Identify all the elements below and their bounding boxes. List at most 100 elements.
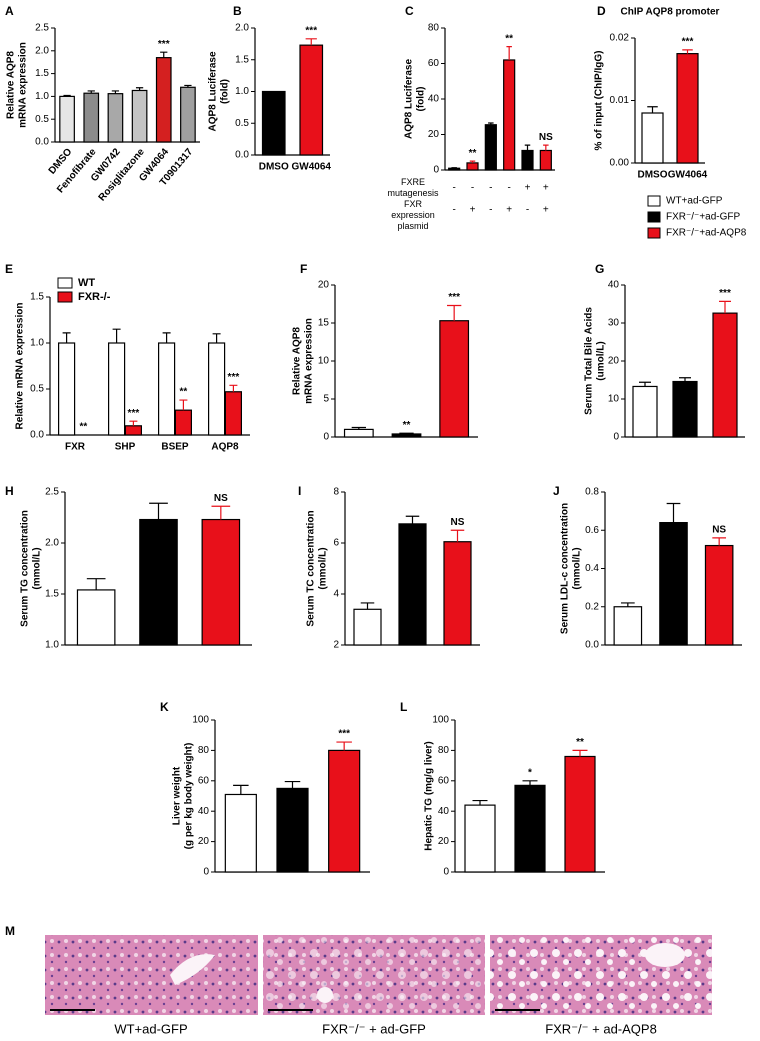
bar [391, 433, 422, 438]
y-tick-label: 0.01 [610, 95, 630, 106]
bar [224, 793, 257, 873]
bar [107, 93, 124, 143]
legend-label: WT+ad-GFP [666, 196, 723, 207]
bar [208, 342, 226, 436]
error-bar [162, 332, 171, 343]
y-axis-label: (fold) [220, 79, 231, 104]
bar [443, 541, 472, 646]
y-tick-label: 0 [323, 432, 329, 443]
y-tick-label: 20 [608, 356, 620, 367]
error-bar [543, 144, 549, 151]
x-tick-label: BSEP [161, 442, 189, 453]
y-tick-label: 20 [198, 836, 210, 847]
y-tick-label: 0.0 [585, 640, 599, 651]
significance: ** [469, 148, 477, 159]
bar [158, 342, 176, 436]
bar [57, 342, 76, 436]
significance: *** [338, 729, 350, 740]
significance: *** [158, 39, 170, 50]
x-tick-label: SHP [115, 442, 136, 453]
y-tick-label: 100 [432, 715, 449, 726]
y-tick-label: 0.5 [235, 118, 249, 129]
x-tick-label: DMSO [259, 162, 289, 173]
bar [564, 755, 596, 873]
y-tick-label: 30 [608, 318, 620, 329]
condition-value: + [506, 205, 512, 216]
error-bar [647, 106, 658, 113]
significance: ** [403, 420, 411, 431]
significance: ** [505, 33, 513, 44]
y-tick-label: 1.5 [35, 68, 49, 79]
y-tick-label: 2.5 [45, 487, 59, 498]
bar [174, 409, 192, 436]
error-bar [284, 780, 301, 789]
y-tick-label: 1.0 [30, 338, 44, 349]
y-tick-label: 10 [608, 394, 620, 405]
error-bar [211, 505, 231, 520]
panel-letter: C [405, 4, 414, 18]
y-tick-label: 5 [323, 394, 329, 405]
error-bar [112, 328, 121, 343]
error-bar [87, 90, 95, 94]
y-tick-label: 80 [438, 745, 450, 756]
y-axis-label: (mmol/L) [318, 547, 329, 589]
bar [299, 44, 324, 156]
condition-value: - [489, 183, 492, 194]
error-bar [469, 160, 476, 163]
significance: *** [448, 292, 460, 303]
y-tick-label: 1.5 [30, 292, 44, 303]
y-tick-label: 80 [428, 23, 440, 34]
y-tick-label: 100 [192, 715, 209, 726]
y-tick-label: 1.0 [45, 640, 59, 651]
y-axis-label: Serum Total Bile Acids [584, 307, 595, 415]
error-bar [719, 300, 731, 314]
bar [353, 608, 382, 646]
bar [676, 53, 699, 164]
y-tick-label: 40 [198, 806, 210, 817]
chart-title: ChIP AQP8 promoter [621, 7, 720, 18]
panel-letter: D [597, 4, 606, 18]
bar [539, 149, 552, 171]
significance: *** [228, 372, 240, 383]
error-bar [524, 144, 531, 151]
bar [398, 523, 427, 646]
y-axis-label: AQP8 Luciferase [404, 59, 415, 139]
panel-letter: I [298, 484, 301, 498]
panel-letter: H [5, 484, 14, 498]
condition-value: - [526, 205, 529, 216]
x-tick-label: GW4064 [668, 170, 708, 181]
y-tick-label: 0.0 [35, 137, 49, 148]
panel-letter: M [5, 924, 15, 938]
bar [107, 342, 126, 436]
y-tick-label: 10 [318, 356, 330, 367]
y-tick-label: 15 [318, 318, 330, 329]
bar [464, 804, 496, 873]
y-tick-label: 1.5 [45, 589, 59, 600]
error-bar [506, 46, 512, 60]
condition-value: - [452, 205, 455, 216]
legend-swatch [647, 211, 661, 223]
error-bar [149, 502, 168, 520]
y-tick-label: 40 [608, 280, 620, 291]
y-axis-label: (mmol/L) [572, 547, 583, 589]
error-bar [399, 432, 414, 434]
y-tick-label: 4 [333, 589, 339, 600]
significance: * [528, 767, 532, 778]
bar [632, 385, 658, 438]
panel-letter: F [300, 262, 307, 276]
x-tick-label: GW4064 [292, 162, 332, 173]
error-bar [712, 537, 727, 546]
y-tick-label: 2 [333, 640, 339, 651]
significance: NS [451, 517, 465, 528]
y-tick-label: 40 [438, 806, 450, 817]
y-tick-label: 0.5 [30, 384, 44, 395]
y-axis-label: Serum TG concentration [20, 510, 31, 627]
significance: *** [682, 37, 694, 48]
condition-value: - [452, 183, 455, 194]
error-bar [62, 332, 71, 343]
panel-letter: G [595, 262, 604, 276]
error-bar [179, 399, 188, 411]
significance: *** [128, 408, 140, 419]
error-bar [620, 602, 635, 607]
